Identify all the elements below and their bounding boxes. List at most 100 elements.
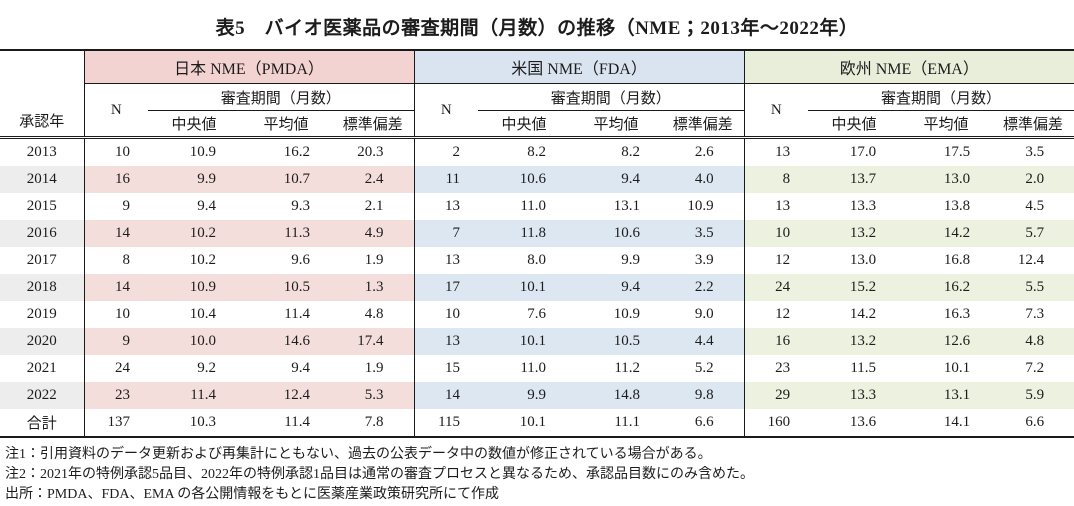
eu-stddev-cell: 2.0 [992,166,1074,193]
year-cell: 2017 [26,252,57,268]
eu-median-cell: 11.5 [850,360,877,376]
jp-stddev-cell: 17.4 [332,328,415,355]
us-stddev-cell: 6.6 [694,414,714,430]
us-mean-cell: 8.2 [621,144,641,160]
stat-header-row: 中央値 平均値 標準偏差 中央値 平均値 標準偏差 中央値 平均値 標準偏差 [0,110,1074,139]
year-row-2016: 2016 14 10.2 11.3 4.9 7 11.8 10.6 3.5 10 13.2 14.2 5… [0,220,1074,247]
us-median-cell: 8.2 [527,144,547,160]
eu-stddev-cell: 7.2 [1025,360,1045,376]
jp-median-cell: 10.9 [189,144,216,160]
jp-stddev-cell: 4.8 [364,306,384,322]
jp-n-cell: 10 [83,301,148,328]
us-stddev-cell: 2.6 [694,144,714,160]
eu-median-cell: 13.7 [808,166,901,193]
us-mean-cell: 13.1 [613,198,641,214]
eu-median-cell: 13.6 [849,414,877,430]
us-mean-cell: 14.8 [570,382,663,409]
jp-mean-cell: 11.3 [240,220,332,247]
us-n-cell: 11 [413,166,479,193]
group-header-us-fda: 米国 NME（FDA） [413,50,745,84]
us-stddev-cell: 3.9 [694,252,714,268]
period-header-europe: 審査期間（月数） [808,83,1074,111]
year-row-2018: 2018 14 10.9 10.5 1.3 17 10.1 9.4 2.2 24 15.2 16.2 5… [0,274,1074,301]
year-row-2017: 2017 8 10.2 9.6 1.9 13 8.0 9.9 3.9 12 13.0 16.8 12.4 [0,247,1074,274]
table-body: 2013 10 10.9 16.2 20.3 2 8.2 8.2 2.6 13 17.0 17.5 3.… [0,137,1074,437]
eu-n-cell: 23 [743,355,809,382]
jp-median-cell: 9.9 [148,166,240,193]
eu-mean-cell: 13.1 [900,382,993,409]
us-mean-cell: 11.1 [614,414,641,430]
eu-mean-cell: 17.5 [943,144,971,160]
jp-stddev-cell: 7.8 [364,414,384,430]
year-row-2020: 2020 9 10.0 14.6 17.4 13 10.1 10.5 4.4 16 13.2 12.6… [0,328,1074,355]
us-stddev-cell: 2.2 [662,274,745,301]
page-title: 表5 バイオ医薬品の審査期間（月数）の推移（NME；2013年～2022年） [215,18,859,39]
eu-n-cell: 160 [743,409,809,437]
period-header-us: 審査期間（月数） [478,83,745,111]
us-stddev-cell: 4.4 [662,328,745,355]
year-cell: 2018 [0,274,84,301]
eu-stddev-cell: 12.4 [1017,252,1045,268]
us-n-cell: 115 [413,409,479,437]
eu-median-cell: 13.3 [849,198,877,214]
eu-mean-cell: 14.1 [943,414,971,430]
us-median-cell: 11.8 [478,220,571,247]
jp-n-cell: 14 [83,274,148,301]
jp-mean-cell: 11.4 [284,306,310,322]
year-row-2021: 2021 24 9.2 9.4 1.9 15 11.0 11.2 5.2 23 11.5 10.1 7.… [0,355,1074,382]
n-header-us: N [413,83,479,139]
jp-n-cell: 8 [83,247,148,274]
jp-median-cell: 9.4 [197,198,216,214]
period-header-japan: 審査期間（月数） [148,83,415,111]
year-cell: 2013 [26,144,57,160]
us-median-cell: 8.0 [527,252,547,268]
jp-median-cell: 9.2 [197,360,216,376]
us-n-cell: 17 [413,274,479,301]
mean-header-japan: 平均値 [240,110,332,139]
us-stddev-cell: 4.0 [662,166,745,193]
us-n-cell: 15 [413,355,479,382]
jp-n-cell: 14 [83,220,148,247]
year-cell: 2019 [26,306,57,322]
eu-median-cell: 14.2 [849,306,877,322]
year-cell: 2022 [0,382,84,409]
jp-n-cell: 24 [83,355,148,382]
jp-median-cell: 10.2 [148,220,240,247]
jp-stddev-cell: 2.4 [332,166,415,193]
footnotes: 注1：引用資料のデータ更新および再集計にともない、過去の公表データ中の数値が修正… [0,445,1074,505]
eu-mean-cell: 16.3 [943,306,971,322]
eu-n-cell: 10 [743,220,809,247]
jp-median-cell: 10.3 [189,414,216,430]
eu-mean-cell: 14.2 [900,220,993,247]
us-mean-cell: 10.5 [570,328,663,355]
jp-median-cell: 10.4 [189,306,216,322]
eu-stddev-cell: 5.9 [992,382,1074,409]
jp-mean-cell: 11.4 [284,414,310,430]
jp-median-cell: 10.0 [148,328,240,355]
jp-n-cell: 16 [83,166,148,193]
year-cell: 2015 [26,198,57,214]
us-stddev-cell: 10.9 [687,198,714,214]
us-stddev-cell: 3.5 [662,220,745,247]
group-header-row: 承認年 日本 NME（PMDA） 米国 NME（FDA） 欧州 NME（EMA） [0,50,1074,139]
us-mean-cell: 11.2 [614,360,641,376]
us-median-cell: 10.1 [478,328,571,355]
us-median-cell: 9.9 [478,382,571,409]
eu-n-cell: 24 [743,274,809,301]
source-note: 出所：PMDA、FDA、EMA の各公開情報をもとに医薬産業政策研究所にて作成 [5,486,500,502]
eu-median-cell: 15.2 [808,274,901,301]
eu-n-cell: 29 [743,382,809,409]
year-row-2013: 2013 10 10.9 16.2 20.3 2 8.2 8.2 2.6 13 17.0 17.5 3.… [0,137,1074,166]
jp-mean-cell: 9.3 [291,198,310,214]
eu-median-cell: 13.0 [849,252,877,268]
us-median-cell: 11.0 [520,198,547,214]
eu-n-cell: 8 [743,166,809,193]
eu-stddev-cell: 6.6 [1025,414,1045,430]
mean-header-us: 平均値 [570,110,663,139]
jp-mean-cell: 14.6 [240,328,332,355]
year-cell: 2016 [0,220,84,247]
jp-n-cell: 9 [83,193,148,220]
eu-mean-cell: 12.6 [900,328,993,355]
eu-n-cell: 12 [743,247,809,274]
us-median-cell: 10.1 [478,274,571,301]
